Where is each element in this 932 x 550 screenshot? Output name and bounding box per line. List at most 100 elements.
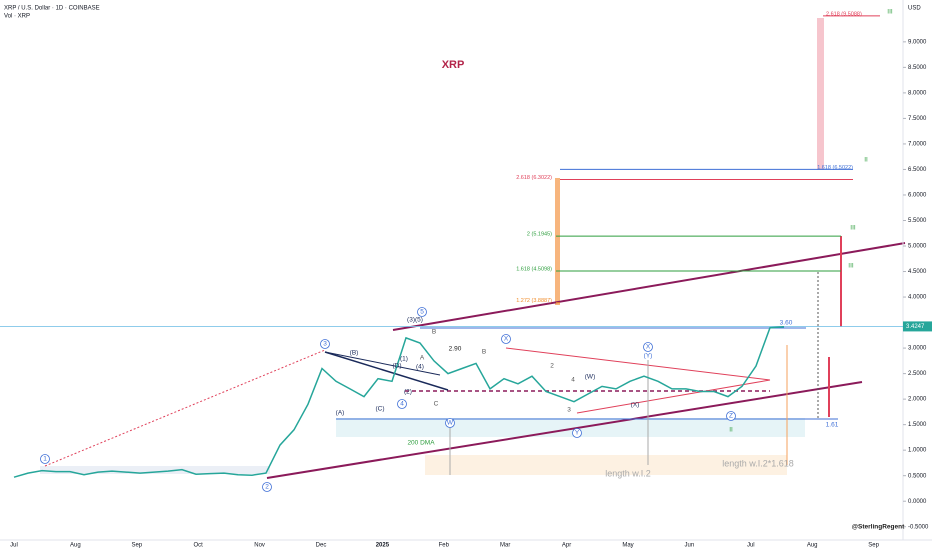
annotation: X bbox=[504, 336, 509, 343]
wave-circle bbox=[643, 342, 653, 352]
y-tick-label: 9.0000 bbox=[908, 39, 927, 45]
wave-circle bbox=[445, 418, 455, 428]
annotation: 3 bbox=[323, 341, 327, 348]
fib-label: 2.618 (6.3022) bbox=[516, 175, 552, 181]
annotation: B bbox=[482, 349, 486, 356]
fib-label: 2.618 (9.5088) bbox=[826, 11, 862, 17]
triangle-line bbox=[576, 379, 771, 414]
wave-circle bbox=[417, 307, 427, 317]
triangle-line bbox=[324, 351, 449, 391]
y-tick-label: 0.0000 bbox=[908, 499, 927, 505]
annotation: III bbox=[850, 225, 856, 232]
triangle-line bbox=[505, 347, 771, 381]
annotation: (2) bbox=[404, 389, 412, 396]
annotation: (Y) bbox=[644, 353, 653, 360]
target-bar bbox=[555, 178, 560, 305]
price-line bbox=[13, 325, 785, 478]
annotation: 1 bbox=[43, 456, 47, 463]
annotation: 5 bbox=[420, 309, 424, 316]
x-tick-label: Jun bbox=[685, 543, 695, 549]
x-tick-label: Mar bbox=[500, 543, 510, 549]
header: XRP / U.S. Dollar · 1D · COINBASE bbox=[4, 6, 100, 12]
triangle-line bbox=[324, 351, 441, 376]
x-tick-label: Nov bbox=[254, 543, 265, 549]
annotation: C bbox=[434, 401, 439, 408]
annotation: 2.90 bbox=[449, 346, 462, 353]
projection-line bbox=[44, 349, 326, 467]
length-zone bbox=[425, 455, 787, 475]
x-tick-label: Sep bbox=[868, 543, 879, 549]
annotation: 2 bbox=[265, 484, 269, 491]
subheader: Vol · XRP bbox=[4, 14, 30, 20]
y-tick-label: 6.0000 bbox=[908, 193, 927, 199]
fib-label: 2 (5.1945) bbox=[527, 232, 552, 238]
y-tick-label: 1.5000 bbox=[908, 422, 927, 428]
x-tick-label: May bbox=[622, 543, 633, 549]
x-tick-label: Sep bbox=[131, 543, 142, 549]
annotation: 3.60 bbox=[780, 320, 793, 327]
x-tick-label: Feb bbox=[439, 543, 450, 549]
x-tick-label: Apr bbox=[562, 543, 571, 549]
annotation: 4 bbox=[400, 401, 404, 408]
wave-circle bbox=[397, 399, 407, 409]
chart-title: XRP bbox=[442, 59, 465, 71]
range-zone bbox=[40, 466, 270, 474]
wave-circle bbox=[320, 339, 330, 349]
lower-trendline bbox=[266, 381, 863, 479]
annotation: (W) bbox=[585, 374, 595, 381]
annotation: length w.I.2*1.618 bbox=[722, 458, 794, 468]
y-tick-label: 0.5000 bbox=[908, 473, 927, 479]
x-tick-label: Dec bbox=[316, 543, 327, 549]
annotation: III bbox=[848, 263, 854, 270]
annotation: (1) bbox=[400, 356, 408, 363]
annotation: (D) bbox=[392, 363, 401, 370]
axis-unit: USD bbox=[908, 6, 921, 12]
y-tick-label: 7.0000 bbox=[908, 142, 927, 148]
y-tick-label: 5.5000 bbox=[908, 218, 927, 224]
upper-trendline bbox=[392, 242, 906, 331]
wave-circle bbox=[726, 411, 736, 421]
y-tick-label: 8.0000 bbox=[908, 90, 927, 96]
y-tick-label: -0.5000 bbox=[908, 524, 929, 530]
annotation: 200 DMA bbox=[407, 440, 435, 447]
price-tag-label: 3.4247 bbox=[906, 324, 925, 330]
y-tick-label: 3.0000 bbox=[908, 346, 927, 352]
annotation: 4 bbox=[571, 377, 575, 384]
annotation: 2 bbox=[550, 363, 554, 370]
annotation: @SterlingRegent bbox=[852, 524, 905, 531]
annotation: (3)(5) bbox=[407, 317, 423, 324]
y-tick-label: 5.0000 bbox=[908, 244, 927, 250]
annotation: B bbox=[432, 329, 436, 336]
x-tick-label: Jul bbox=[10, 543, 18, 549]
y-tick-label: 7.5000 bbox=[908, 116, 927, 122]
annotation: X bbox=[646, 344, 651, 351]
annotation: II bbox=[729, 427, 733, 434]
annotation: Z bbox=[729, 413, 733, 420]
y-tick-label: 4.5000 bbox=[908, 269, 927, 275]
annotation: length w.I.2 bbox=[605, 468, 651, 478]
x-tick-label: Aug bbox=[70, 543, 81, 549]
x-tick-label: Aug bbox=[807, 543, 818, 549]
x-tick-label: Oct bbox=[194, 543, 204, 549]
wave-circle bbox=[501, 334, 511, 344]
fib-label: 1.618 (6.5022) bbox=[817, 165, 853, 171]
y-tick-label: 2.5000 bbox=[908, 371, 927, 377]
fib-label: 1.618 (4.5098) bbox=[516, 266, 552, 272]
y-tick-label: 4.0000 bbox=[908, 295, 927, 301]
y-tick-label: 6.5000 bbox=[908, 167, 927, 173]
annotation: III bbox=[887, 9, 893, 16]
y-tick-label: 1.0000 bbox=[908, 448, 927, 454]
annotation: A bbox=[420, 355, 425, 362]
wave-circle bbox=[40, 454, 50, 464]
price-tag bbox=[903, 321, 932, 332]
x-tick-label: Jul bbox=[747, 543, 755, 549]
annotation: II bbox=[864, 157, 868, 164]
x-tick-label: 2025 bbox=[376, 543, 390, 549]
fib-label: 1.272 (3.8887) bbox=[516, 298, 552, 304]
annotation: W bbox=[447, 420, 454, 427]
target-box bbox=[817, 18, 824, 170]
annotation: (C) bbox=[375, 406, 384, 413]
dma-zone bbox=[336, 418, 805, 437]
wave-circle bbox=[572, 428, 582, 438]
